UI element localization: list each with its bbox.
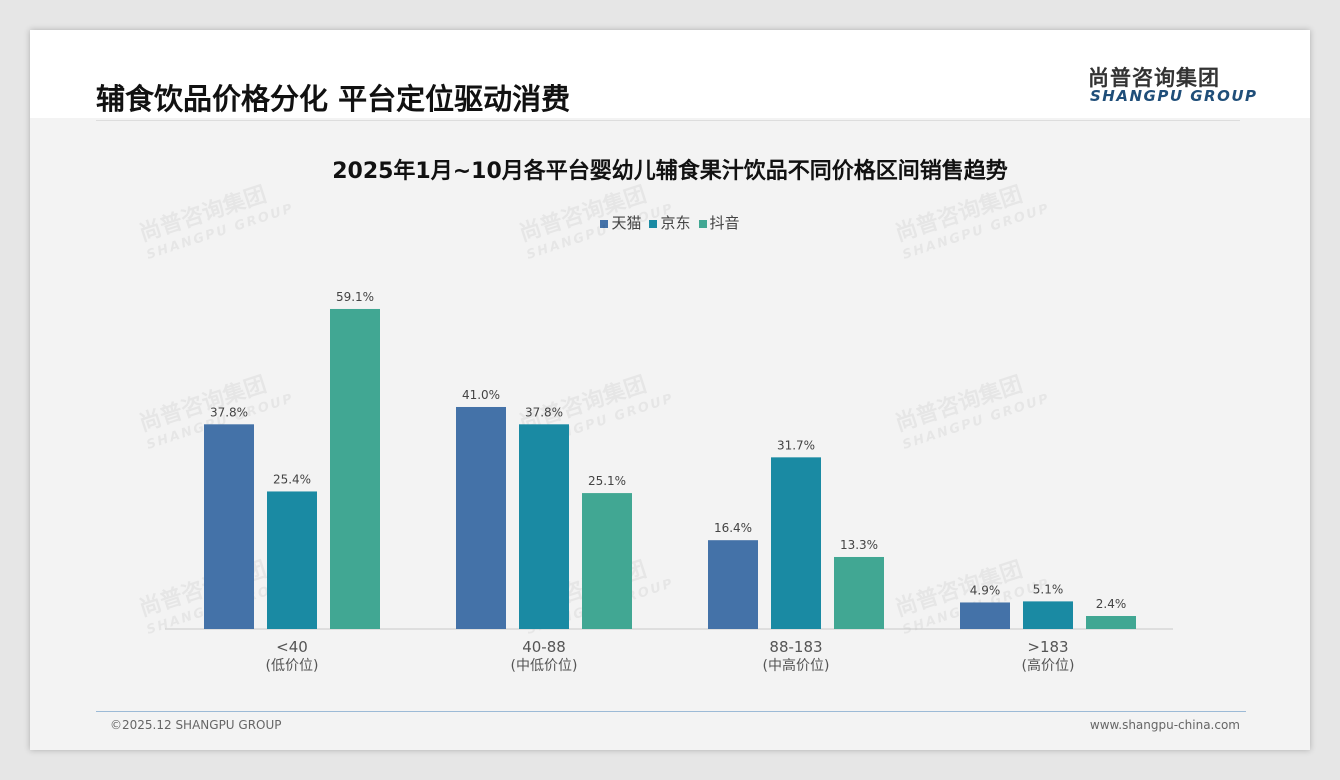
bar xyxy=(267,491,317,629)
header-divider xyxy=(96,120,1240,121)
data-label: 59.1% xyxy=(336,290,374,304)
bar xyxy=(330,308,380,629)
bar xyxy=(771,457,821,629)
logo-cn: 尚普咨询集团 xyxy=(1088,66,1220,90)
legend-item: 天猫 xyxy=(600,214,641,232)
header xyxy=(30,30,1310,118)
chart-title: 2025年1月~10月各平台婴幼儿辅食果汁饮品不同价格区间销售趋势 xyxy=(332,159,1008,184)
legend-label: 抖音 xyxy=(709,214,740,232)
data-label: 37.8% xyxy=(210,405,248,419)
legend-label: 京东 xyxy=(660,214,691,232)
legend-swatch xyxy=(600,220,609,228)
x-tick-label: <40 xyxy=(276,638,308,656)
bar xyxy=(582,493,632,629)
data-label: 4.9% xyxy=(970,583,1001,597)
bar xyxy=(1023,601,1073,629)
x-tick-label: >183 xyxy=(1027,638,1068,656)
legend-item: 抖音 xyxy=(698,214,740,232)
bar xyxy=(834,556,884,629)
slide: 辅食饮品价格分化 平台定位驱动消费 尚普咨询集团 SHANGPU GROUP 2… xyxy=(30,30,1310,750)
legend: 天猫 京东 抖音 xyxy=(30,212,1310,233)
data-label: 13.3% xyxy=(840,538,878,552)
data-label: 31.7% xyxy=(777,438,815,452)
legend-label: 天猫 xyxy=(611,214,642,232)
footer-divider xyxy=(96,711,1246,712)
website: www.shangpu-china.com xyxy=(1089,718,1240,732)
data-label: 25.1% xyxy=(588,474,626,488)
x-tick-label: 40-88 xyxy=(522,638,566,656)
bar xyxy=(456,406,506,629)
data-label: 25.4% xyxy=(273,472,311,486)
data-label: 37.8% xyxy=(525,405,563,419)
data-label: 16.4% xyxy=(714,521,752,535)
data-label: 5.1% xyxy=(1033,582,1064,596)
x-tick-sublabel: (高价位) xyxy=(1022,657,1075,674)
bar xyxy=(1086,616,1136,629)
page-title: 辅食饮品价格分化 平台定位驱动消费 xyxy=(96,82,571,116)
legend-item: 京东 xyxy=(649,214,691,232)
bar xyxy=(708,540,758,629)
bar xyxy=(960,602,1010,629)
x-tick-sublabel: (中低价位) xyxy=(511,658,578,674)
bar xyxy=(519,424,569,629)
x-tick-label: 88-183 xyxy=(769,638,822,656)
data-label: 41.0% xyxy=(462,388,500,402)
copyright: ©2025.12 SHANGPU GROUP xyxy=(110,718,282,732)
x-tick-sublabel: (低价位) xyxy=(266,658,319,674)
bar xyxy=(204,424,254,629)
x-tick-sublabel: (中高价位) xyxy=(763,657,830,674)
bar-chart: 37.8% 25.4% 59.1% <40 (低价位) 41.0% 37.8% 25.1% 40… xyxy=(165,290,1173,674)
logo-en: SHANGPU GROUP xyxy=(1090,87,1258,105)
legend-swatch xyxy=(649,220,658,228)
legend-swatch xyxy=(698,220,707,228)
data-label: 2.4% xyxy=(1096,597,1127,611)
